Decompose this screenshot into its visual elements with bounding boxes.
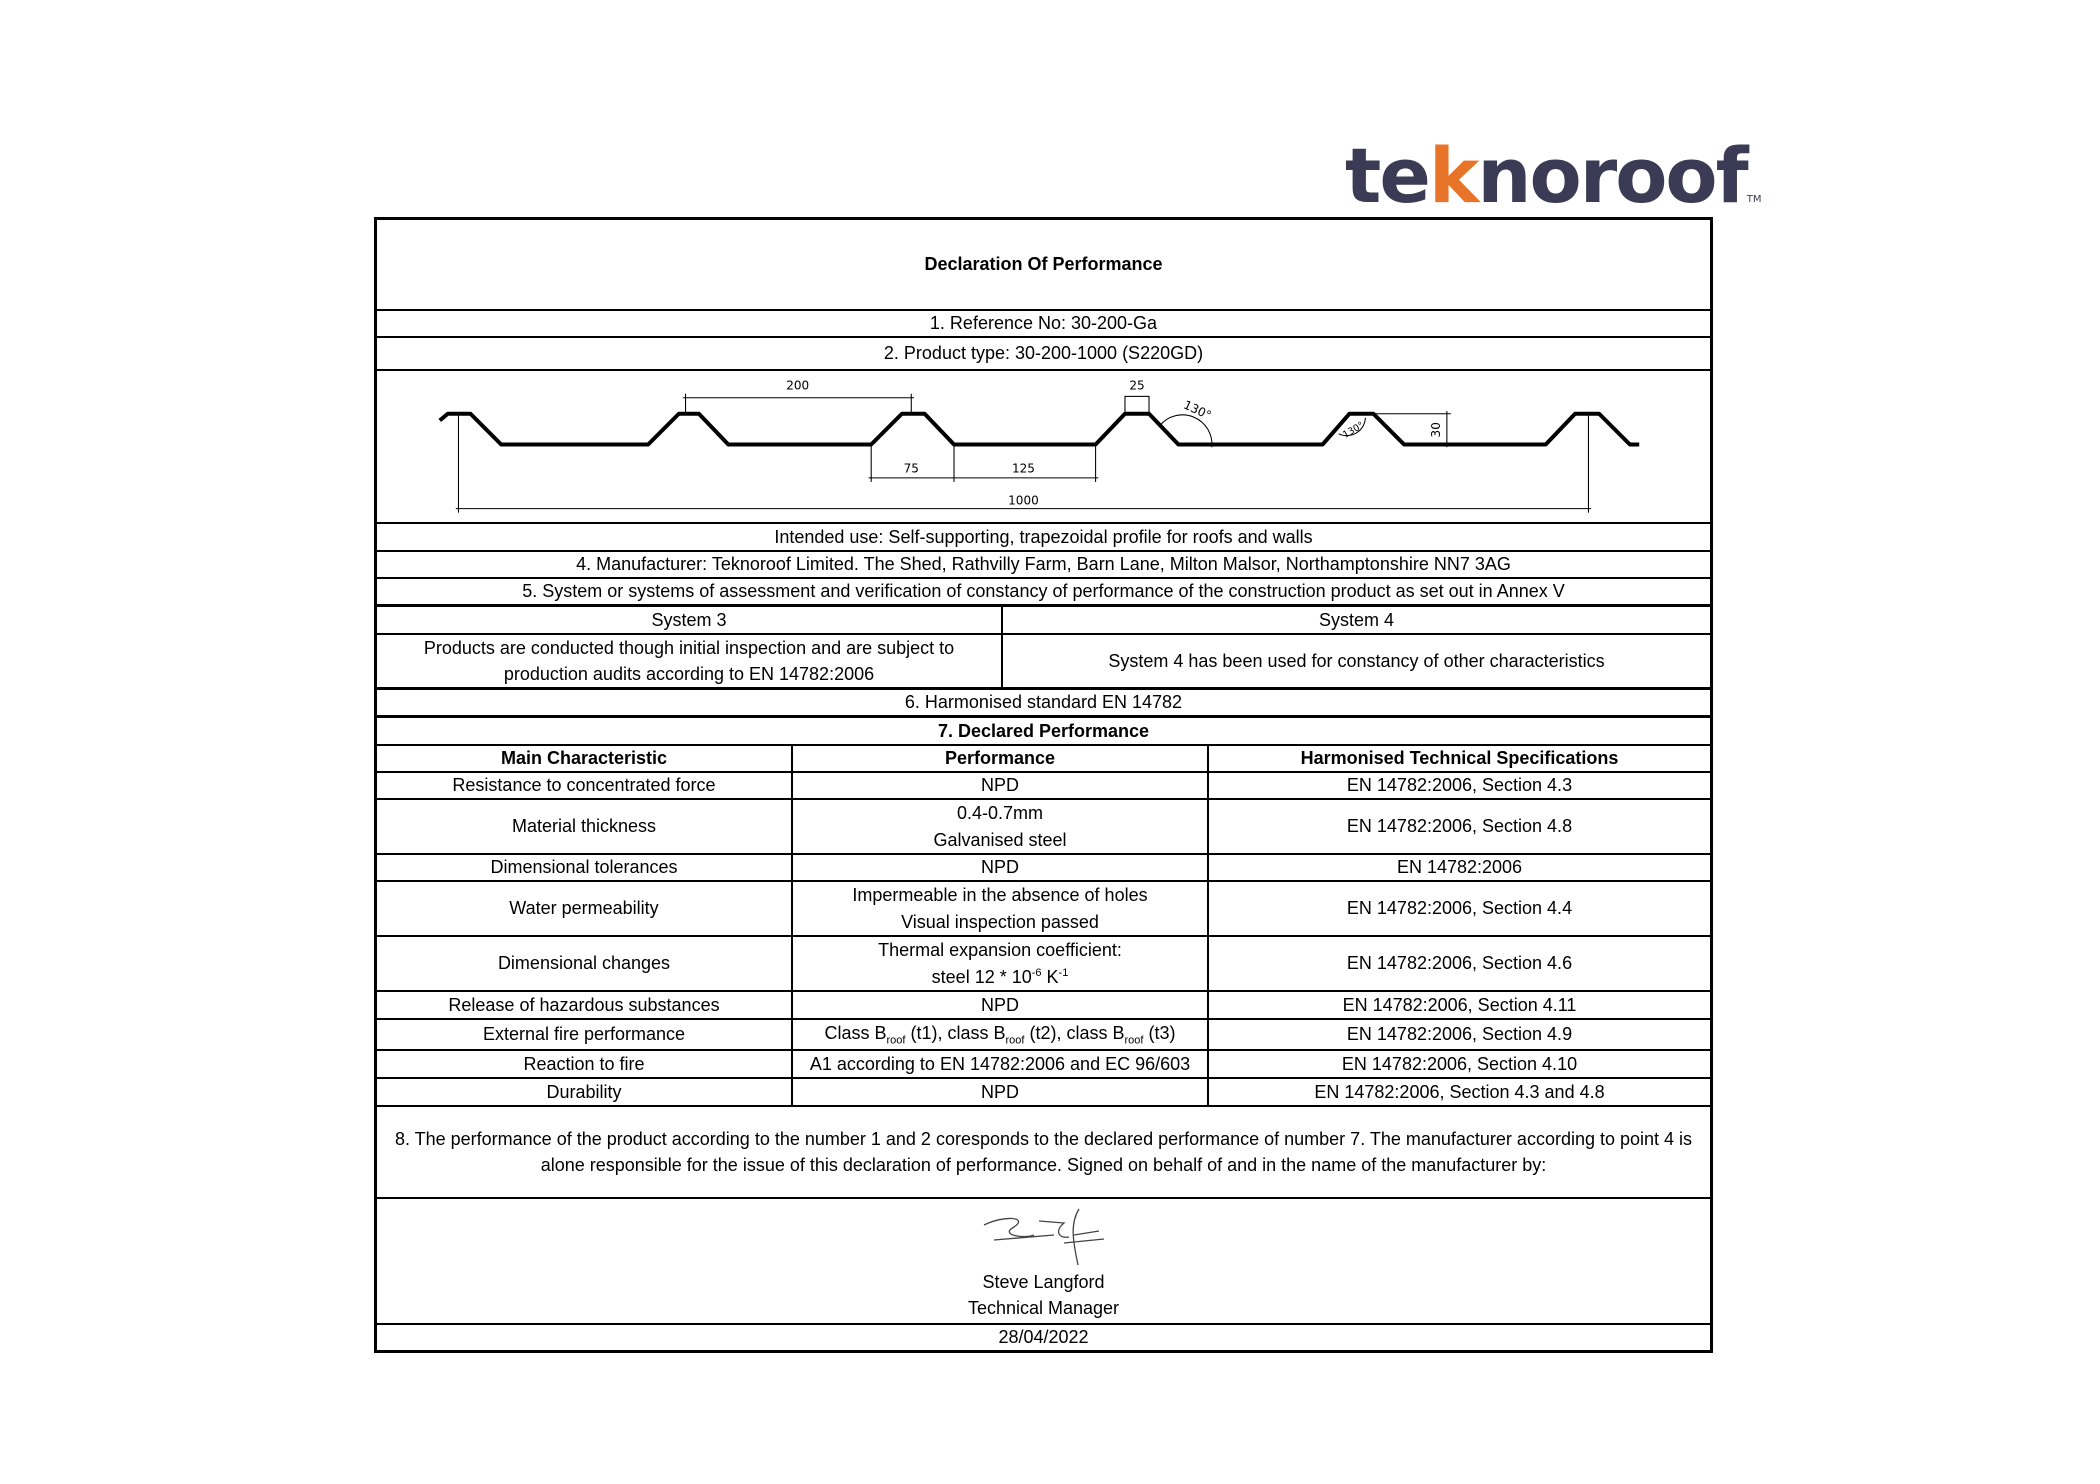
subscript: roof: [1124, 1034, 1144, 1047]
table-row: Durability NPD EN 14782:2006, Section 4.…: [377, 1079, 1710, 1107]
system-4-text: System 4 has been used for constancy of …: [1001, 635, 1710, 687]
table-row: Material thickness 0.4-0.7mm Galvanised s…: [377, 800, 1710, 855]
specification: EN 14782:2006, Section 4.11: [1207, 992, 1710, 1018]
profile-diagram: 200 25 130° 130° 30 75 125 1000: [438, 379, 1640, 513]
column-header: Harmonised Technical Specifications: [1207, 746, 1710, 771]
performance: Impermeable in the absence of holes Visua…: [791, 882, 1207, 935]
dim-height: 30: [1429, 422, 1443, 437]
specification: EN 14782:2006, Section 4.9: [1207, 1020, 1710, 1049]
manufacturer: 4. Manufacturer: Teknoroof Limited. The …: [576, 554, 1511, 575]
table-row: Reaction to fire A1 according to EN 1478…: [377, 1051, 1710, 1079]
signature-date: 28/04/2022: [998, 1327, 1089, 1348]
performance: Thermal expansion coefficient: steel 12 *…: [791, 937, 1207, 990]
signature-block: Steve Langford Technical Manager: [377, 1199, 1710, 1323]
specification: EN 14782:2006, Section 4.3: [1207, 773, 1710, 798]
document-title: Declaration Of Performance: [924, 254, 1163, 275]
table-row: Water permeability Impermeable in the ab…: [377, 882, 1710, 937]
performance: 0.4-0.7mm Galvanised steel: [791, 800, 1207, 853]
specification: EN 14782:2006, Section 4.8: [1207, 800, 1710, 853]
performance: NPD: [791, 855, 1207, 880]
subscript: roof: [1005, 1034, 1025, 1047]
characteristic: Durability: [546, 1081, 622, 1102]
specification: EN 14782:2006: [1207, 855, 1710, 880]
characteristic: Resistance to concentrated force: [452, 775, 716, 796]
column-header: Performance: [791, 746, 1207, 771]
table-row: Release of hazardous substances NPD EN 1…: [377, 992, 1710, 1020]
characteristic: Dimensional changes: [497, 953, 671, 974]
performance-line: Visual inspection passed: [901, 911, 1099, 932]
dim-cover: 1000: [1008, 494, 1039, 508]
characteristic: Water permeability: [509, 898, 659, 919]
table-row: Dimensional changes Thermal expansion co…: [377, 937, 1710, 992]
product-type: 2. Product type: 30-200-1000 (S220GD): [883, 343, 1204, 364]
performance: A1 according to EN 14782:2006 and EC 96/…: [791, 1051, 1207, 1077]
specification: EN 14782:2006, Section 4.4: [1207, 882, 1710, 935]
characteristic: Reaction to fire: [523, 1053, 645, 1074]
system-3-text: Products are conducted though initial in…: [423, 637, 955, 684]
system-3-header: System 3: [651, 609, 727, 630]
text: (t2), class B: [1024, 1022, 1125, 1043]
declaration-of-performance: Declaration Of Performance 1. Reference …: [374, 217, 1713, 1353]
superscript: -1: [1058, 966, 1069, 979]
characteristic: External fire performance: [482, 1024, 686, 1045]
text: (t3): [1143, 1022, 1176, 1043]
performance: NPD: [791, 1079, 1207, 1105]
table-row: Dimensional tolerances NPD EN 14782:2006: [377, 855, 1710, 882]
table-row: External fire performance Class Broof (t…: [377, 1020, 1710, 1051]
performance-line: Impermeable in the absence of holes: [852, 885, 1148, 906]
superscript: -6: [1031, 966, 1042, 979]
dim-valley: 75: [904, 462, 919, 476]
specification: EN 14782:2006, Section 4.10: [1207, 1051, 1710, 1077]
performance-line: Thermal expansion coefficient:: [878, 940, 1122, 961]
table-row: Resistance to concentrated force NPD EN …: [377, 773, 1710, 800]
signatory-role: Technical Manager: [967, 1297, 1120, 1318]
harmonised-standard: 6. Harmonised standard EN 14782: [904, 692, 1183, 713]
performance-line: 0.4-0.7mm: [956, 803, 1044, 824]
trapezoidal-profile: [438, 411, 1640, 447]
declared-performance-heading: 7. Declared Performance: [937, 720, 1150, 741]
dim-angle-small: 130°: [1341, 420, 1366, 441]
text: K: [1041, 966, 1059, 987]
characteristic: Release of hazardous substances: [448, 994, 720, 1015]
systems-heading: 5. System or systems of assessment and v…: [522, 581, 1565, 602]
declaration-statement: 8. The performance of the product accord…: [394, 1128, 1693, 1175]
system-4-header: System 4: [1001, 607, 1710, 633]
performance-line: Galvanised steel: [933, 829, 1067, 850]
performance: Class Broof (t1), class Broof (t2), clas…: [791, 1020, 1207, 1049]
specification: EN 14782:2006, Section 4.6: [1207, 937, 1710, 990]
reference-number: 1. Reference No: 30-200-Ga: [929, 313, 1158, 334]
dim-crest: 25: [1129, 379, 1144, 393]
dim-pitch: 200: [786, 379, 809, 393]
performance: NPD: [791, 773, 1207, 798]
teknoroof-logo: teknoroofTM: [1345, 131, 1762, 220]
characteristic: Dimensional tolerances: [490, 857, 678, 878]
text: steel 12 * 10: [931, 966, 1032, 987]
text: (t1), class B: [905, 1022, 1006, 1043]
signatory-name: Steve Langford: [982, 1271, 1105, 1292]
text: Class B: [824, 1022, 887, 1043]
subscript: roof: [886, 1034, 906, 1047]
dim-flat: 125: [1012, 462, 1035, 476]
signature: [983, 1208, 1104, 1265]
specification: EN 14782:2006, Section 4.3 and 4.8: [1207, 1079, 1710, 1105]
characteristic: Material thickness: [511, 816, 657, 837]
performance-line: steel 12 * 10-6 K-1: [932, 964, 1069, 990]
intended-use: Intended use: Self-supporting, trapezoid…: [774, 526, 1313, 547]
performance: NPD: [791, 992, 1207, 1018]
column-header: Main Characteristic: [500, 748, 668, 769]
